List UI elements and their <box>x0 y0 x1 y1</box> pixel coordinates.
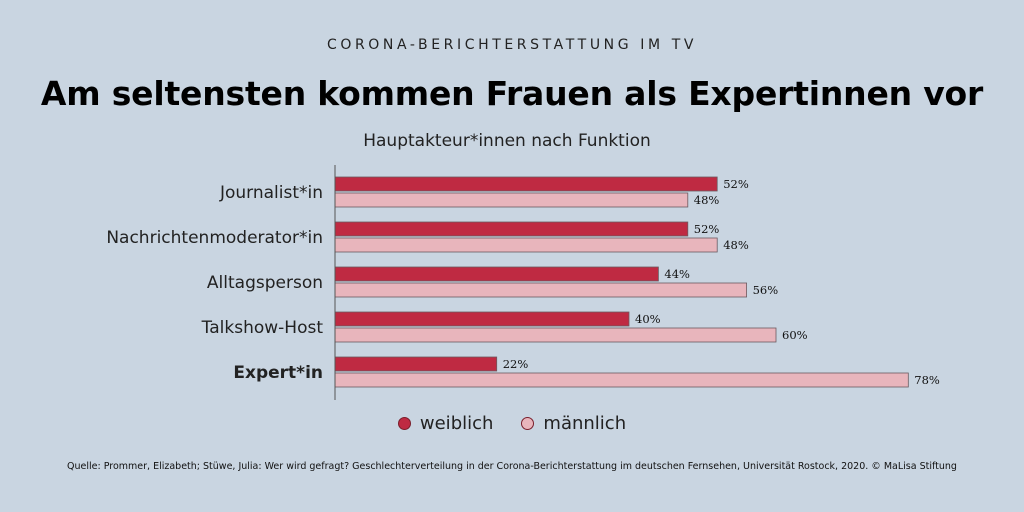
bar-maennlich-0 <box>334 192 689 208</box>
bar-weiblich-1 <box>334 221 689 237</box>
legend-label-weiblich: weiblich <box>419 413 494 434</box>
data-label-weiblich-3: 40% <box>635 312 661 326</box>
data-label-maennlich-1: 48% <box>723 238 749 252</box>
bar-maennlich-1 <box>334 237 718 253</box>
category-label-3: Talkshow-Host <box>201 318 324 338</box>
legend-label-maennlich: männlich <box>543 413 627 434</box>
source-note: Quelle: Prommer, Elizabeth; Stüwe, Julia… <box>67 461 957 472</box>
legend-swatch-weiblich <box>397 417 411 430</box>
bar-maennlich-4 <box>334 372 909 388</box>
data-label-weiblich-1: 52% <box>694 222 720 236</box>
category-label-2: Alltagsperson <box>207 273 323 293</box>
data-label-maennlich-0: 48% <box>694 193 720 207</box>
category-label-4: Expert*in <box>233 363 323 383</box>
legend: weiblich männlich <box>0 413 1024 434</box>
bar-weiblich-0 <box>334 176 718 192</box>
data-label-maennlich-3: 60% <box>782 328 808 342</box>
category-label-1: Nachrichtenmoderator*in <box>106 228 323 248</box>
legend-item-weiblich: weiblich <box>397 413 494 434</box>
bars-group: 52%48%52%48%44%56%40%60%22%78% <box>334 176 940 388</box>
bar-weiblich-3 <box>334 311 630 327</box>
data-label-maennlich-4: 78% <box>914 373 940 387</box>
category-labels: Journalist*in Nachrichtenmoderator*in Allt… <box>106 183 323 383</box>
data-label-weiblich-0: 52% <box>723 177 749 191</box>
chart-subtitle: Hauptakteur*innen nach Funktion <box>363 131 651 151</box>
category-label-0: Journalist*in <box>219 183 323 203</box>
bar-weiblich-4 <box>334 356 498 372</box>
chart-kicker: CORONA-BERICHTERSTATTUNG IM TV <box>326 37 698 53</box>
legend-item-maennlich: männlich <box>521 413 626 434</box>
chart-title: Am seltensten kommen Frauen als Expertin… <box>40 74 984 113</box>
legend-swatch-maennlich <box>521 417 535 430</box>
bar-maennlich-3 <box>334 327 777 343</box>
data-label-maennlich-2: 56% <box>753 283 779 297</box>
bar-weiblich-2 <box>334 266 659 282</box>
bar-maennlich-2 <box>334 282 748 298</box>
data-label-weiblich-4: 22% <box>503 357 529 371</box>
data-label-weiblich-2: 44% <box>664 267 690 281</box>
